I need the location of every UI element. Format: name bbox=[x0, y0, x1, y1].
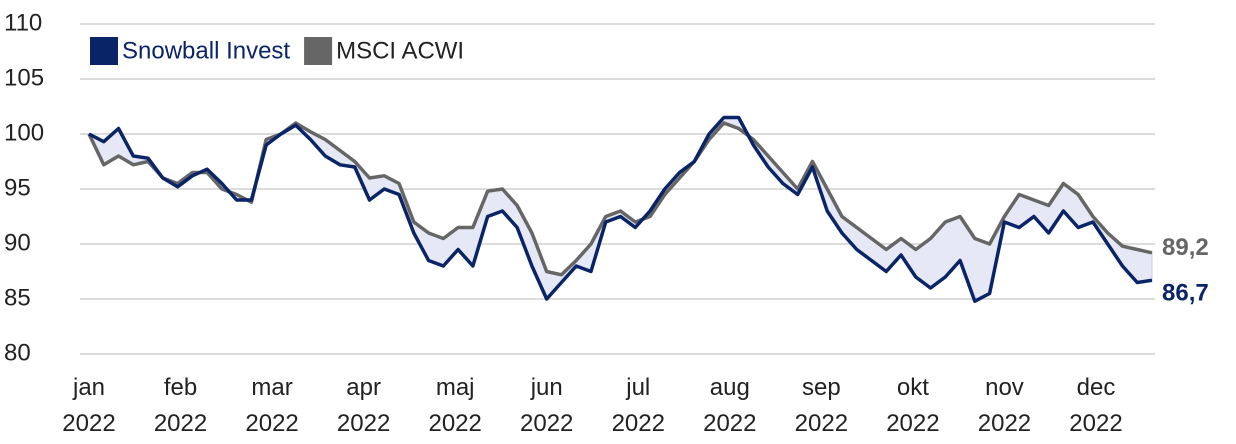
end-label: 86,7 bbox=[1162, 280, 1209, 307]
y-tick-label: 95 bbox=[4, 174, 31, 201]
x-tick-label: aug 2022 bbox=[703, 374, 757, 437]
y-tick-label: 100 bbox=[4, 119, 44, 146]
y-tick-label: 110 bbox=[4, 9, 42, 36]
x-tick-label: sep 2022 bbox=[794, 374, 849, 437]
x-tick-label: feb 2022 bbox=[153, 374, 208, 437]
x-tick-label: jan 2022 bbox=[62, 374, 116, 437]
x-tick-label: maj 2022 bbox=[428, 374, 482, 437]
x-tick-label: okt 2022 bbox=[886, 374, 940, 437]
legend-label: MSCI ACWI bbox=[336, 37, 464, 64]
y-tick-label: 85 bbox=[4, 284, 31, 311]
end-label: 89,2 bbox=[1162, 234, 1209, 261]
x-tick-label: jul 2022 bbox=[611, 374, 665, 437]
legend-swatch bbox=[304, 37, 333, 65]
y-tick-label: 105 bbox=[4, 64, 44, 91]
x-tick-label: dec 2022 bbox=[1069, 374, 1123, 437]
x-tick-label: apr 2022 bbox=[336, 374, 391, 437]
y-tick-label: 80 bbox=[4, 339, 31, 366]
legend-label: Snowball Invest bbox=[122, 37, 290, 64]
x-tick-label: jun 2022 bbox=[520, 374, 574, 437]
legend-swatch bbox=[90, 37, 118, 65]
series-line bbox=[87, 121, 1153, 277]
series-line bbox=[88, 115, 1153, 303]
y-tick-label: 90 bbox=[4, 229, 31, 256]
x-tick-label: nov 2022 bbox=[977, 374, 1032, 437]
x-tick-label: mar 2022 bbox=[245, 374, 299, 437]
